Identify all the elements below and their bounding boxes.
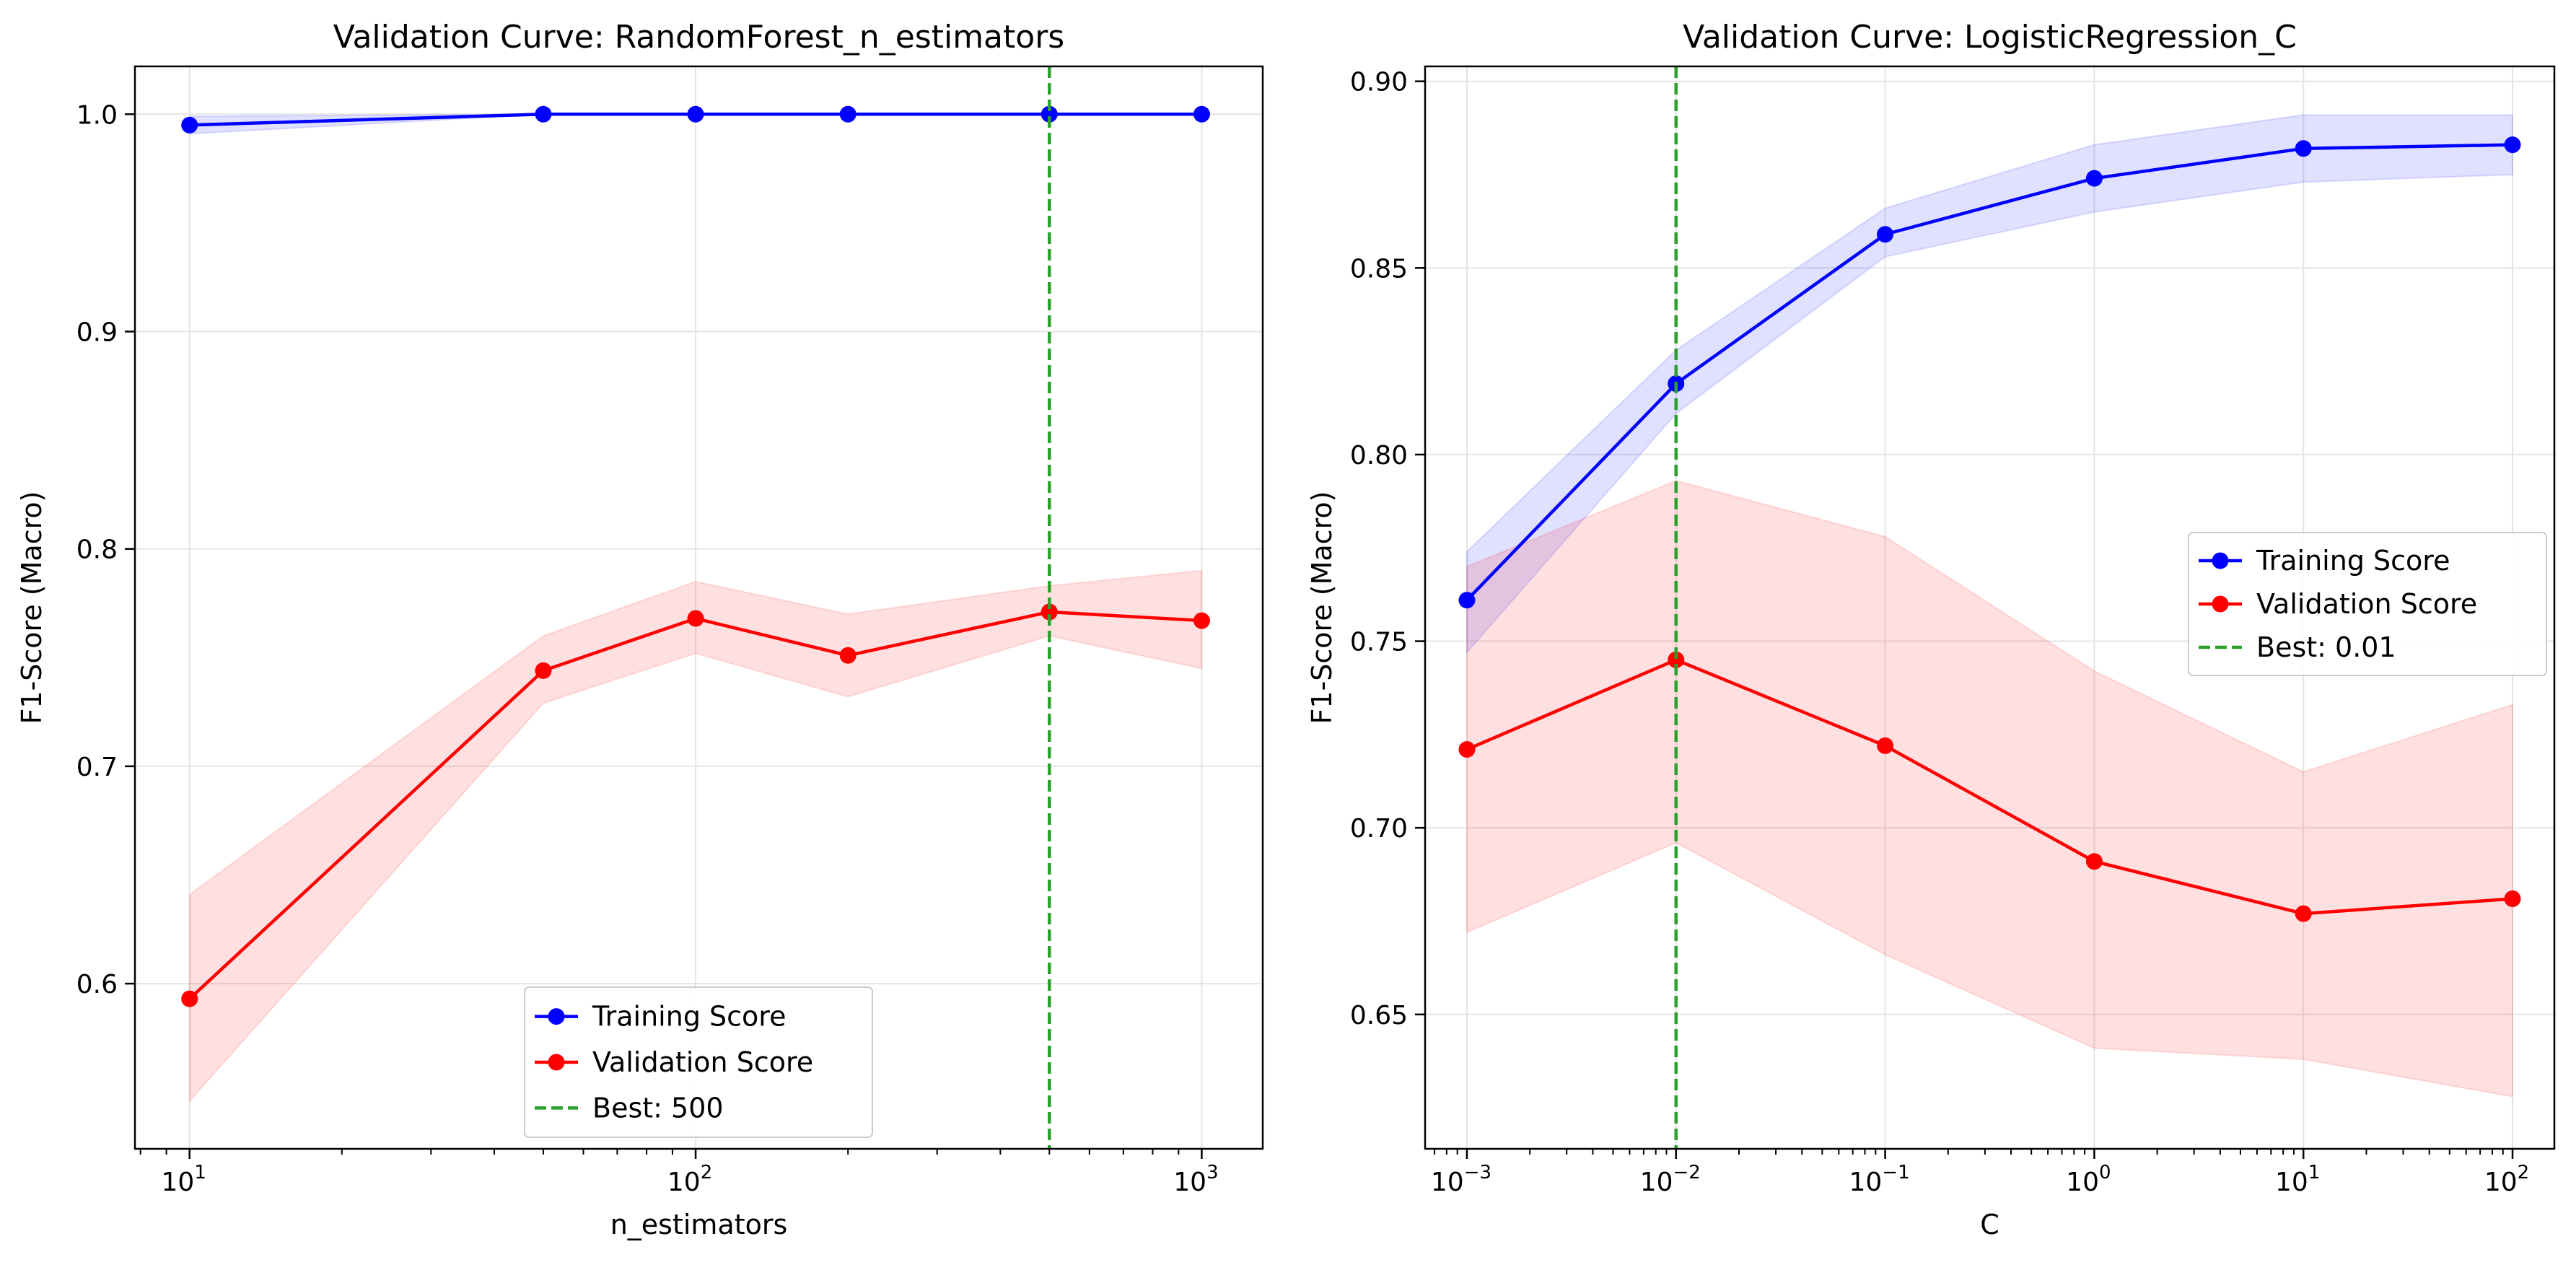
x-tick-base: 10 bbox=[162, 1168, 195, 1197]
legend-box bbox=[2188, 532, 2547, 676]
data-point-training bbox=[839, 105, 857, 123]
x-tick-base: 10 bbox=[2484, 1168, 2518, 1197]
x-tick-exponent: −2 bbox=[1673, 1162, 1701, 1183]
legend-best-label: Best: 0.01 bbox=[2256, 631, 2396, 663]
legend: Training Score Validation Score Best: 500 bbox=[524, 986, 873, 1138]
x-tick-exponent: 0 bbox=[2099, 1162, 2111, 1183]
axes-frame bbox=[1424, 65, 2556, 1150]
confidence-band-validation bbox=[188, 569, 1203, 1103]
y-tick-label: 0.80 bbox=[1350, 441, 1408, 470]
x-tick-exponent: 2 bbox=[701, 1162, 713, 1183]
data-point-training bbox=[535, 105, 552, 123]
x-tick-base: 10 bbox=[2066, 1168, 2099, 1197]
y-tick-label: 0.90 bbox=[1350, 68, 1408, 97]
data-point-training bbox=[2295, 140, 2312, 157]
data-point-validation bbox=[2085, 853, 2103, 870]
x-tick-label: 100 bbox=[2066, 1162, 2111, 1197]
x-tick-label: 10−1 bbox=[1849, 1162, 1910, 1197]
chart-panel-logistic-regression: 10−3 10−2 10−1 100 101 1020.650.700.750.800.8… bbox=[1306, 19, 2556, 1240]
x-tick-base: 10 bbox=[667, 1168, 701, 1197]
x-tick-base: 10 bbox=[1173, 1168, 1206, 1197]
x-axis-label: n_estimators bbox=[610, 1209, 788, 1240]
chart-title: Validation Curve: LogisticRegression_C bbox=[1683, 19, 2297, 56]
legend-training-marker bbox=[2212, 552, 2229, 569]
data-point-training bbox=[1041, 105, 1058, 123]
data-point-training bbox=[1877, 226, 1894, 243]
y-tick-label: 0.9 bbox=[76, 318, 118, 347]
x-tick-exponent: 1 bbox=[2308, 1162, 2321, 1183]
data-point-validation bbox=[1193, 612, 1210, 629]
x-tick-label: 102 bbox=[2484, 1162, 2529, 1197]
x-tick-label: 10−3 bbox=[1431, 1162, 1491, 1197]
y-tick-label: 0.75 bbox=[1350, 628, 1408, 657]
x-tick-exponent: 1 bbox=[194, 1162, 206, 1183]
y-axis-label: F1-Score (Macro) bbox=[16, 491, 48, 725]
x-tick-exponent: −1 bbox=[1882, 1162, 1909, 1183]
data-point-validation bbox=[181, 990, 198, 1007]
data-point-validation bbox=[2295, 905, 2312, 922]
data-point-validation bbox=[535, 662, 552, 679]
series-line-validation bbox=[1466, 657, 2513, 916]
x-tick-label: 101 bbox=[162, 1162, 206, 1197]
data-point-training bbox=[1458, 592, 1476, 609]
axes-frame bbox=[133, 65, 1264, 1150]
x-tick-base: 10 bbox=[2275, 1168, 2308, 1197]
data-point-training bbox=[1193, 105, 1210, 123]
x-axis-label: C bbox=[1980, 1209, 1999, 1240]
data-point-training bbox=[2085, 170, 2103, 187]
legend-training-label: Training Score bbox=[2256, 545, 2450, 577]
y-tick-label: 0.85 bbox=[1350, 254, 1408, 284]
data-point-validation bbox=[1458, 741, 1476, 758]
x-tick-base: 10 bbox=[1431, 1168, 1464, 1197]
legend-validation-marker bbox=[2212, 595, 2229, 613]
x-tick-label: 101 bbox=[2275, 1162, 2320, 1197]
data-point-validation bbox=[1668, 651, 1685, 668]
confidence-band-validation bbox=[1466, 480, 2514, 1098]
legend-validation-label: Validation Score bbox=[2256, 588, 2477, 620]
data-point-validation bbox=[839, 647, 857, 664]
x-tick-label: 10−2 bbox=[1640, 1162, 1701, 1197]
data-point-validation bbox=[1041, 603, 1058, 621]
legend-training-marker bbox=[548, 1008, 565, 1025]
legend: Training Score Validation Score Best: 0.01 bbox=[2188, 532, 2547, 676]
legend-training-label: Training Score bbox=[592, 1001, 786, 1033]
x-tick-label: 102 bbox=[667, 1162, 712, 1197]
y-tick-label: 0.8 bbox=[76, 535, 118, 565]
series-line-training bbox=[1466, 143, 2513, 602]
y-tick-label: 1.0 bbox=[76, 100, 118, 130]
y-axis-label: F1-Score (Macro) bbox=[1306, 491, 1338, 725]
data-point-validation bbox=[2504, 890, 2521, 907]
series-line-training bbox=[189, 113, 1202, 127]
legend-best-label: Best: 500 bbox=[592, 1092, 724, 1124]
data-point-training bbox=[687, 105, 704, 123]
x-tick-exponent: −3 bbox=[1464, 1162, 1491, 1183]
y-tick-label: 0.65 bbox=[1350, 1001, 1408, 1030]
x-tick-base: 10 bbox=[1640, 1168, 1673, 1197]
data-point-validation bbox=[1877, 737, 1894, 754]
legend-validation-label: Validation Score bbox=[592, 1046, 813, 1078]
data-point-validation bbox=[687, 610, 704, 627]
legend-box bbox=[524, 986, 873, 1138]
legend-validation-marker bbox=[548, 1054, 565, 1071]
y-tick-label: 0.7 bbox=[76, 753, 118, 782]
x-tick-label: 103 bbox=[1173, 1162, 1218, 1197]
data-point-training bbox=[2504, 136, 2521, 154]
x-tick-exponent: 2 bbox=[2518, 1162, 2530, 1183]
x-tick-exponent: 3 bbox=[1206, 1162, 1219, 1183]
series-line-validation bbox=[188, 610, 1202, 1000]
x-tick-base: 10 bbox=[1849, 1168, 1883, 1197]
y-tick-label: 0.6 bbox=[76, 970, 118, 999]
chart-title: Validation Curve: RandomForest_n_estimat… bbox=[333, 19, 1064, 56]
y-tick-label: 0.70 bbox=[1350, 814, 1408, 844]
data-point-training bbox=[181, 116, 198, 133]
